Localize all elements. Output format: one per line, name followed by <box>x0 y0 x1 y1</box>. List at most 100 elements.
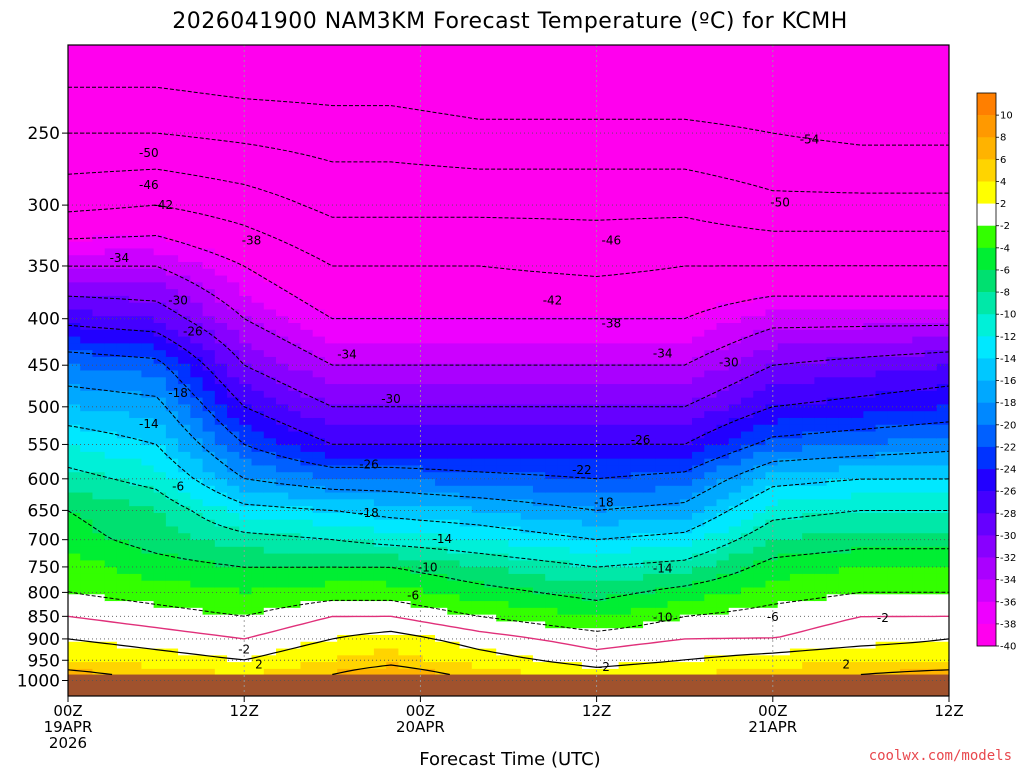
heat-cell <box>80 479 94 487</box>
heat-cell <box>630 51 644 60</box>
heat-cell <box>520 621 534 629</box>
heat-cell <box>153 106 167 114</box>
heat-cell <box>300 601 314 609</box>
heat-cell <box>116 180 130 189</box>
heat-cell <box>386 85 399 94</box>
heat-cell <box>116 485 130 494</box>
heat-cell <box>692 526 705 534</box>
heat-cell <box>190 112 204 121</box>
heat-cell <box>435 485 448 494</box>
heat-cell <box>141 607 155 616</box>
heat-cell <box>263 390 277 399</box>
heat-cell <box>337 546 351 555</box>
heat-cell <box>545 85 559 94</box>
heat-cell <box>104 526 118 534</box>
heat-cell <box>324 587 338 595</box>
heat-cell <box>606 573 620 582</box>
heat-cell <box>141 289 155 297</box>
heat-cell <box>410 655 424 663</box>
heat-cell <box>190 302 204 311</box>
heat-cell <box>630 417 644 426</box>
heat-cell <box>104 241 118 250</box>
heat-cell <box>288 200 302 209</box>
heat-cell <box>459 451 473 460</box>
heat-cell <box>667 255 681 263</box>
heat-cell <box>214 390 228 399</box>
heat-cell <box>251 472 265 480</box>
heat-cell <box>373 485 387 494</box>
heat-cell <box>129 228 143 236</box>
heat-cell <box>202 628 216 636</box>
heat-cell <box>679 397 693 406</box>
heat-cell <box>557 634 571 643</box>
heat-cell <box>165 289 179 297</box>
heat-cell <box>410 390 424 399</box>
heat-cell <box>618 499 632 507</box>
heat-cell <box>447 641 461 650</box>
heat-cell <box>361 411 375 419</box>
heat-cell <box>373 614 387 623</box>
heat-cell <box>618 519 632 528</box>
heat-cell <box>557 397 571 406</box>
heat-cell <box>532 641 546 650</box>
heat-cell <box>581 601 595 609</box>
heat-cell <box>337 221 351 229</box>
heat-cell <box>80 451 94 460</box>
heat-cell <box>618 506 632 514</box>
heat-cell <box>410 594 424 602</box>
heat-cell <box>263 207 277 216</box>
heat-cell <box>459 377 473 385</box>
heat-cell <box>484 51 497 60</box>
heat-cell <box>422 424 436 433</box>
heat-cell <box>679 492 693 500</box>
heat-cell <box>324 370 338 378</box>
heat-cell <box>643 85 656 94</box>
heat-cell <box>116 431 130 439</box>
heat-cell <box>594 343 607 351</box>
heat-cell <box>141 228 155 236</box>
heat-cell <box>630 479 644 487</box>
heat-cell <box>520 194 534 202</box>
heat-cell <box>655 146 669 155</box>
heat-cell <box>178 65 191 73</box>
heat-cell <box>202 614 216 623</box>
heat-cell <box>153 411 167 419</box>
heat-cell <box>630 99 644 107</box>
heat-cell <box>630 234 644 243</box>
heat-cell <box>263 146 277 155</box>
heat-cell <box>324 479 338 487</box>
heat-cell <box>116 58 130 66</box>
heat-cell <box>655 465 669 473</box>
heat-cell <box>288 228 302 236</box>
heat-cell <box>679 289 693 297</box>
heat-cell <box>594 668 607 677</box>
heat-cell <box>92 160 106 168</box>
heat-cell <box>545 207 559 216</box>
heat-cell <box>349 417 363 426</box>
heat-cell <box>618 268 632 277</box>
heat-cell <box>300 573 314 582</box>
heat-cell <box>410 323 424 331</box>
heat-cell <box>655 377 669 385</box>
heat-cell <box>435 533 448 541</box>
heat-cell <box>288 634 302 643</box>
heat-cell <box>361 485 375 494</box>
heat-cell <box>178 99 191 107</box>
heat-cell <box>312 567 326 575</box>
heat-cell <box>129 302 143 311</box>
heat-cell <box>92 167 106 175</box>
heat-cell <box>410 458 424 467</box>
heat-cell <box>594 356 607 365</box>
heat-cell <box>361 167 375 175</box>
heat-cell <box>104 133 118 141</box>
heat-cell <box>153 492 167 500</box>
heat-cell <box>435 601 448 609</box>
heat-cell <box>153 268 167 277</box>
heat-cell <box>263 445 277 453</box>
heat-cell <box>129 58 143 66</box>
heat-cell <box>116 268 130 277</box>
heat-cell <box>263 560 277 568</box>
heat-cell <box>692 295 705 304</box>
heat-cell <box>459 72 473 80</box>
heat-cell <box>300 309 314 317</box>
